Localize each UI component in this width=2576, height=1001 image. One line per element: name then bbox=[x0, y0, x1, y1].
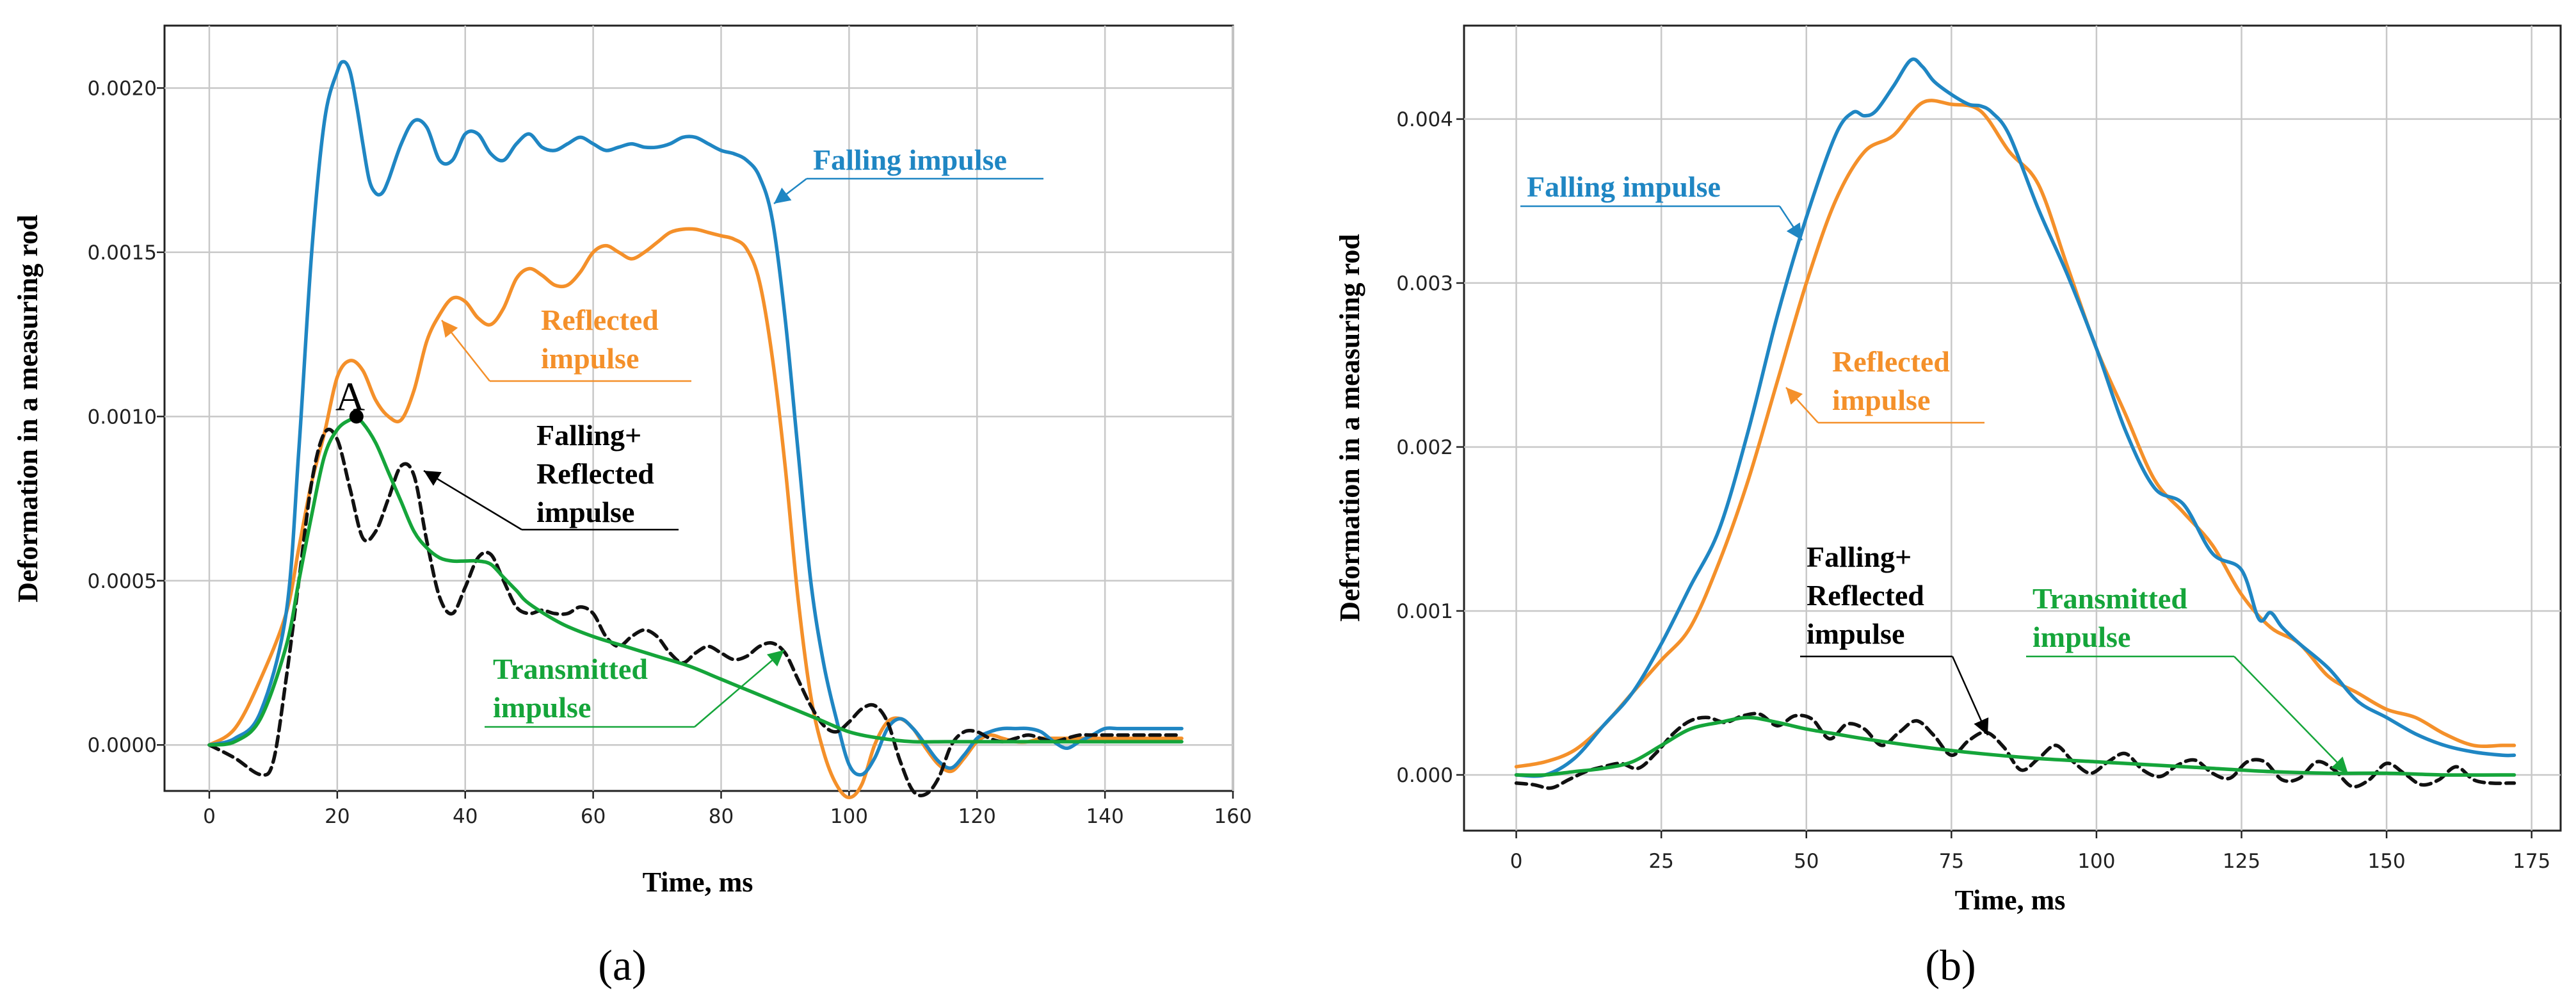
x-tick-label: 0 bbox=[1510, 850, 1523, 873]
series-line-reflected-impulse bbox=[1514, 99, 2516, 769]
x-tick-label: 50 bbox=[1794, 850, 1819, 873]
annotation-label: impulse bbox=[1832, 384, 1930, 416]
x-tick-label: 125 bbox=[2223, 850, 2260, 873]
y-tick-label: 0.001 bbox=[1396, 600, 1453, 623]
y-tick-label: 0.0000 bbox=[88, 734, 157, 757]
x-tick-label: 20 bbox=[325, 805, 350, 828]
series-line-falling-impulse bbox=[1514, 57, 2516, 778]
y-tick-label: 0.004 bbox=[1396, 108, 1453, 131]
plot-frame bbox=[1463, 24, 2562, 832]
annotation-label: Reflected bbox=[1807, 579, 1924, 612]
annotation-label: impulse bbox=[493, 691, 591, 724]
y-tick-label: 0.000 bbox=[1396, 764, 1453, 787]
chart-b: 0 25 50 75 100 125 150 175 0.000 0.001 0.002 0.003 0… bbox=[1334, 24, 2562, 989]
x-axis-label: Time, ms bbox=[643, 867, 753, 898]
annotation-label: Falling impulse bbox=[813, 143, 1007, 176]
x-tick-label: 120 bbox=[958, 805, 996, 828]
x-tick-label: 160 bbox=[1214, 805, 1252, 828]
y-tick-label: 0.0005 bbox=[88, 570, 157, 593]
panel-label: (b) bbox=[1925, 941, 1976, 989]
chart-a: 0 20 40 60 80 100 120 140 160 0.0000 0.0005 0.0010 0… bbox=[12, 24, 1252, 989]
y-axis-label: Deformation in a measuring rod bbox=[12, 215, 44, 602]
x-tick-label: 175 bbox=[2513, 850, 2550, 873]
annotation-label: Transmitted bbox=[493, 653, 648, 685]
annotation-arrow bbox=[694, 649, 785, 728]
point-a-label: A bbox=[335, 373, 365, 419]
series-line-falling-reflected-impulse bbox=[1514, 712, 2516, 790]
point-a-marker bbox=[349, 409, 364, 424]
x-tick-label: 100 bbox=[830, 805, 868, 828]
x-tick-label: 0 bbox=[203, 805, 216, 828]
annotation-label: Falling impulse bbox=[1527, 170, 1721, 203]
annotation-label: impulse bbox=[541, 342, 639, 375]
annotation-arrow bbox=[1951, 656, 1989, 736]
x-tick-label: 100 bbox=[2077, 850, 2115, 873]
y-tick-label: 0.0010 bbox=[88, 405, 157, 428]
annotation-label: impulse bbox=[536, 496, 634, 528]
annotation-label: Falling+ bbox=[1807, 541, 1912, 573]
annotation-arrow bbox=[1778, 206, 1803, 241]
series-line-transmitted-impulse bbox=[1514, 715, 2516, 777]
annotation-arrow bbox=[773, 178, 807, 204]
x-tick-label: 140 bbox=[1086, 805, 1124, 828]
y-tick-label: 0.002 bbox=[1396, 436, 1453, 459]
y-tick-label: 0.0020 bbox=[88, 77, 157, 100]
annotation-label: Transmitted bbox=[2033, 582, 2187, 615]
panel-label: (a) bbox=[598, 941, 646, 989]
y-axis-label: Deformation in a measuring rod bbox=[1334, 234, 1365, 621]
annotation-arrow bbox=[423, 469, 522, 531]
annotation-arrow bbox=[1785, 387, 1819, 423]
annotation-label: Reflected bbox=[1832, 345, 1950, 378]
y-tick-label: 0.003 bbox=[1396, 272, 1453, 295]
y-tick-label: 0.0015 bbox=[88, 241, 157, 264]
annotation-label: Falling+ bbox=[536, 419, 641, 452]
annotation-label: impulse bbox=[1807, 617, 1904, 650]
x-tick-label: 150 bbox=[2368, 850, 2406, 873]
series-line-transmitted-impulse bbox=[207, 417, 1184, 747]
annotation-label: Reflected bbox=[536, 457, 654, 490]
x-tick-label: 75 bbox=[1939, 850, 1964, 873]
annotation-arrow bbox=[2234, 656, 2349, 774]
series-line-falling-reflected-impulse bbox=[207, 427, 1184, 797]
x-tick-label: 60 bbox=[581, 805, 606, 828]
x-tick-label: 80 bbox=[709, 805, 734, 828]
x-axis-label: Time, ms bbox=[1955, 884, 2066, 916]
x-tick-label: 25 bbox=[1648, 850, 1673, 873]
annotation-label: impulse bbox=[2033, 621, 2130, 653]
annotation-arrow bbox=[441, 320, 490, 382]
series-line-falling-impulse bbox=[207, 60, 1184, 777]
annotation-label: Reflected bbox=[541, 304, 659, 336]
x-tick-label: 40 bbox=[453, 805, 478, 828]
plot-frame bbox=[163, 24, 1234, 792]
